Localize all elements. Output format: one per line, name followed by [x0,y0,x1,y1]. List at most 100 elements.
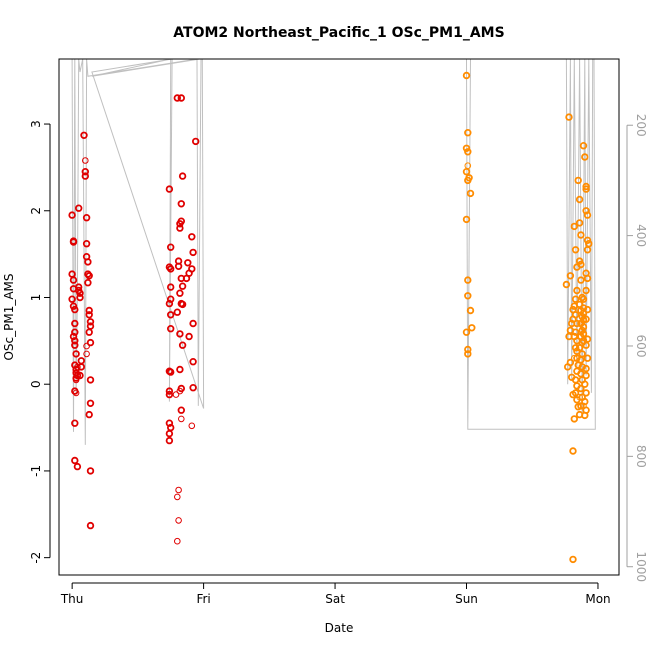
data-point [71,419,79,427]
y-tick-label: -2 [29,552,43,564]
data-point [464,128,472,137]
data-point [464,345,472,354]
data-point [166,283,175,291]
data-point [575,257,584,265]
data-point [83,350,90,358]
data-point [166,265,175,273]
data-point [178,300,187,309]
data-point [562,280,571,289]
data-point [68,295,76,303]
data-point [71,328,79,336]
data-point [582,364,590,373]
data-point [571,389,580,397]
data-point [85,328,93,336]
data-point [582,185,590,193]
data-point [576,393,583,401]
data-point [188,265,196,273]
data-point [71,337,79,345]
data-point [173,308,181,316]
data-point [571,354,578,362]
data-point [189,248,197,257]
data-point [581,397,589,406]
data-point [174,493,181,501]
data-point [77,357,85,365]
data-point [577,384,585,393]
data-point [74,283,83,291]
data-point [178,341,187,349]
data-point [86,399,95,407]
x-axis: Thu Fri Sat Sun Mon [60,582,611,606]
y2-tick-label: 800 [634,445,648,468]
data-point [577,231,585,239]
data-point [462,144,471,152]
data-point [464,162,472,169]
data-point [571,311,580,319]
data-point [583,354,592,362]
data-point [72,350,80,358]
data-point [165,299,174,308]
data-point [173,94,181,102]
data-point [464,176,472,185]
data-point [468,324,476,332]
data-point [178,282,187,290]
data-point [74,363,81,371]
data-point [566,272,575,280]
data-point [71,456,79,465]
data-point [166,368,175,376]
x-tick-label: Thu [60,592,84,606]
data-point [464,276,472,284]
data-point [71,319,79,328]
data-point [582,182,590,191]
data-point [177,217,185,225]
data-point [85,272,93,280]
data-point [571,295,580,303]
data-point [165,436,174,445]
data-point [76,293,84,302]
data-layer [68,59,596,564]
data-point [569,555,577,564]
data-point [69,238,78,246]
data-point [177,94,185,102]
y-tick-label: 0 [29,380,43,388]
data-point [178,415,185,423]
data-point [462,167,471,176]
data-point [570,415,578,423]
data-point [579,295,588,303]
data-point [86,338,95,347]
data-point [176,224,184,232]
data-point [86,376,95,384]
altitude-line [71,59,596,445]
secondary-y-axis: 200 400 600 800 1000 [626,114,648,582]
data-point [580,402,587,410]
data-point [188,422,196,430]
data-point [189,384,197,392]
data-point [166,423,175,432]
data-point [74,204,83,212]
y-tick-label: 2 [29,207,43,215]
data-point [579,330,588,338]
data-point [83,342,90,350]
data-point [464,350,472,358]
y-tick-label: -1 [29,465,43,477]
data-point [82,213,91,222]
data-point [574,176,582,185]
data-point [575,344,584,352]
data-point [174,262,183,270]
data-point [165,390,174,399]
data-point [81,167,89,176]
y2-tick-label: 200 [634,114,648,137]
data-point [166,243,175,251]
data-point [174,537,181,545]
data-point [77,363,85,371]
data-point [566,358,575,367]
data-point [579,337,588,345]
data-point [69,276,78,284]
data-point [571,344,580,352]
data-point [76,371,84,380]
x-tick-label: Sun [455,592,478,606]
y2-tick-label: 600 [634,335,648,358]
data-point [579,141,588,150]
data-point [189,358,197,366]
data-point [175,486,182,494]
